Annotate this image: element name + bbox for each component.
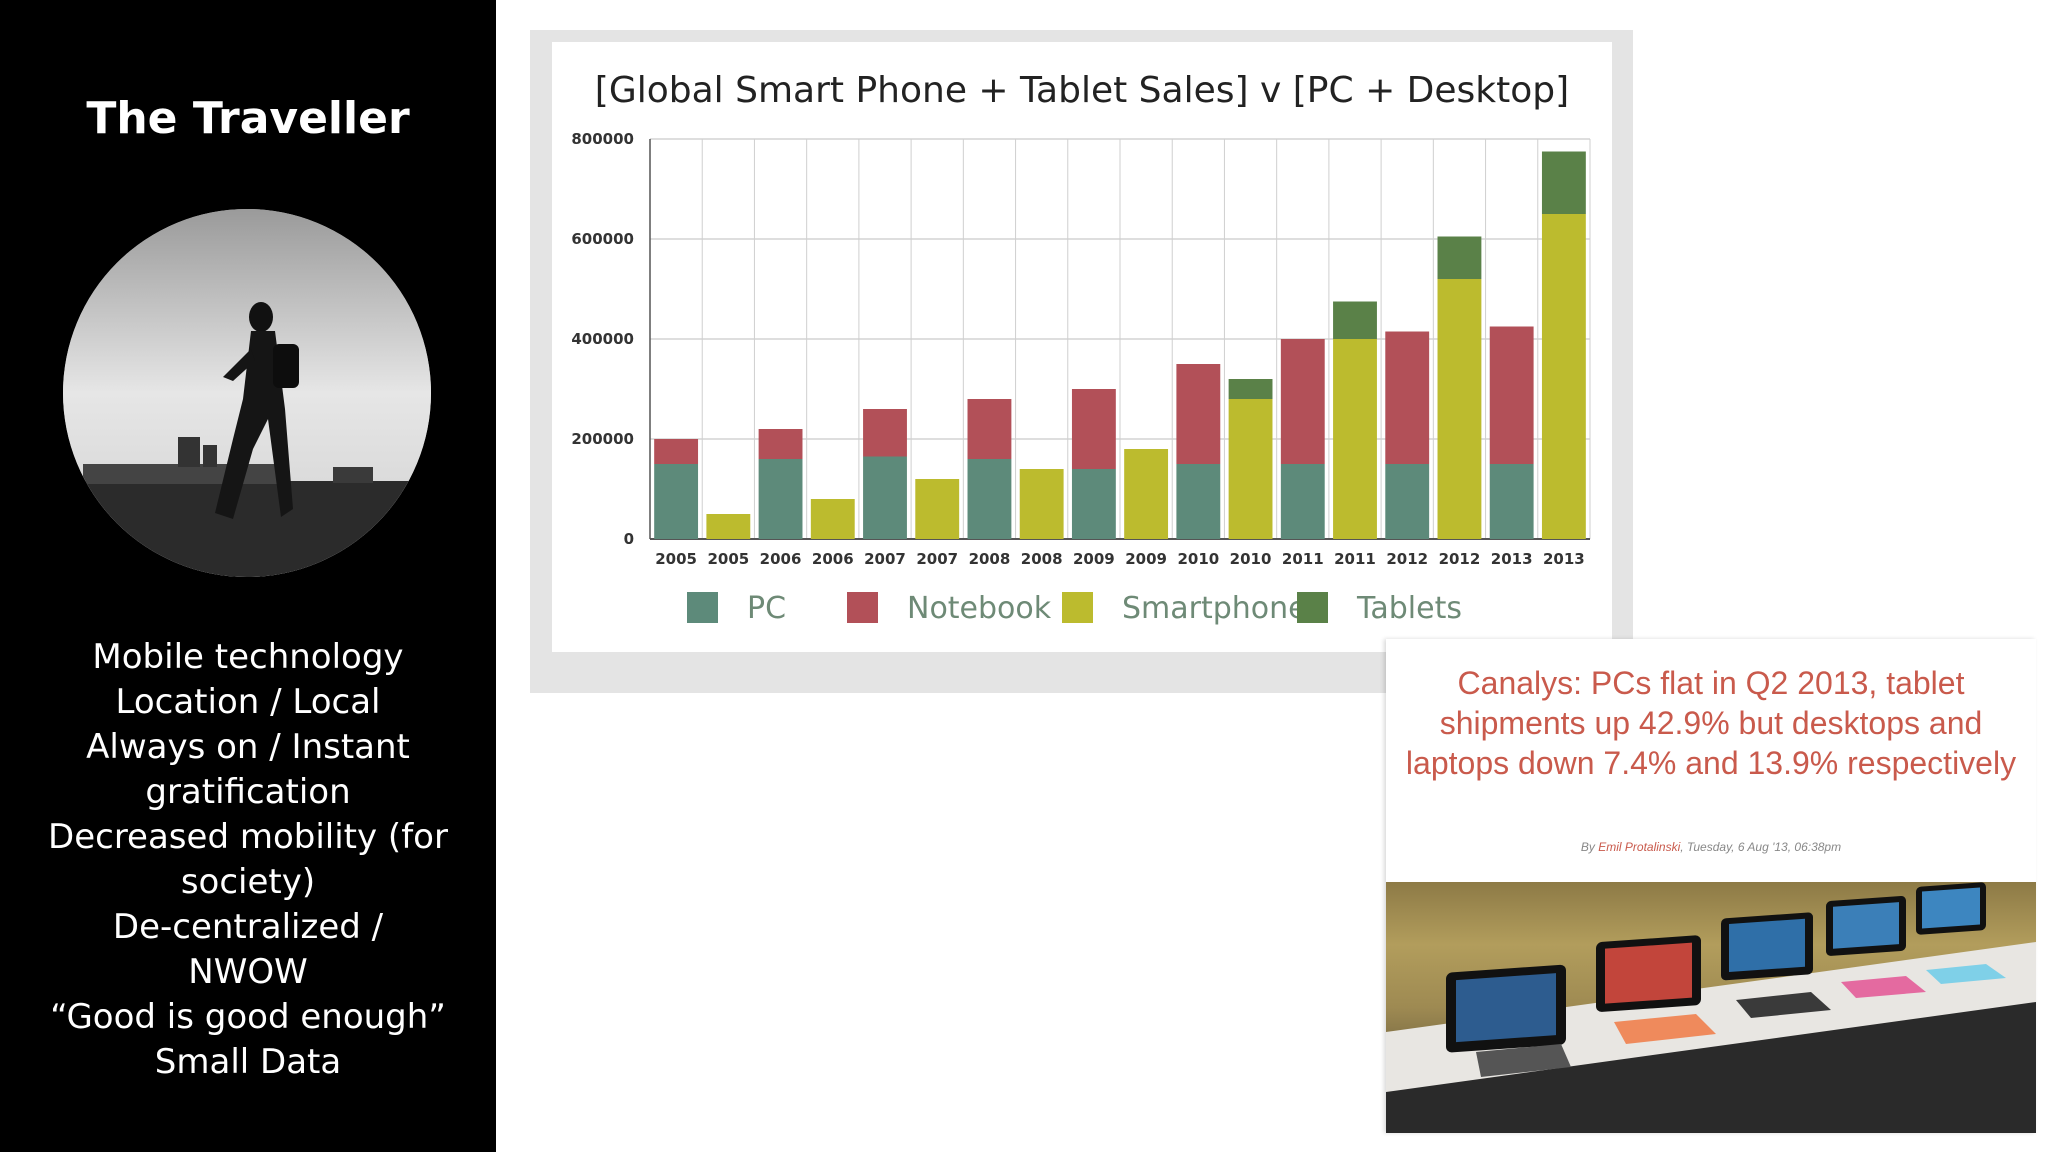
y-tick-label: 0 bbox=[624, 530, 634, 548]
tablets-photo-illustration bbox=[1386, 882, 2036, 1133]
x-tick-label: 2006 bbox=[812, 550, 854, 568]
bar-segment-notebook bbox=[1385, 331, 1430, 464]
bar-segment-smartphone bbox=[915, 479, 960, 539]
x-tick-label: 2005 bbox=[655, 550, 697, 568]
trait-line: NWOW bbox=[188, 952, 308, 992]
trait-line: Always on / Instant bbox=[86, 727, 410, 767]
trait-line: Mobile technology bbox=[92, 637, 404, 677]
chart-card: [Global Smart Phone + Tablet Sales] v [P… bbox=[530, 30, 1633, 693]
bar-segment-smartphone bbox=[1228, 399, 1273, 539]
bar-segment-tablets bbox=[1228, 379, 1273, 399]
slide-title: The Traveller bbox=[86, 93, 410, 144]
bar-segment-notebook bbox=[1489, 326, 1534, 464]
x-tick-label: 2012 bbox=[1386, 550, 1428, 568]
bar-segment-notebook bbox=[1176, 364, 1221, 464]
legend-label: PC bbox=[747, 591, 786, 626]
bar-segment-pc bbox=[758, 459, 803, 539]
stacked-bar-chart: [Global Smart Phone + Tablet Sales] v [P… bbox=[571, 70, 1591, 626]
bar-segment-notebook bbox=[967, 399, 1012, 459]
bar-segment-notebook bbox=[1280, 339, 1325, 464]
trait-line: gratification bbox=[145, 772, 351, 812]
tablets-photo bbox=[1386, 882, 2036, 1133]
legend-label: Smartphone bbox=[1122, 591, 1307, 626]
x-tick-label: 2011 bbox=[1282, 550, 1324, 568]
legend-label: Tablets bbox=[1356, 591, 1462, 626]
y-tick-label: 200000 bbox=[571, 430, 634, 448]
x-tick-label: 2006 bbox=[760, 550, 802, 568]
x-tick-label: 2013 bbox=[1543, 550, 1585, 568]
bar-segment-notebook bbox=[863, 409, 907, 457]
legend-swatch bbox=[1062, 592, 1093, 623]
x-tick-label: 2010 bbox=[1230, 550, 1272, 568]
y-tick-label: 600000 bbox=[571, 230, 634, 248]
bar-segment-notebook bbox=[1071, 389, 1116, 469]
bar-segment-pc bbox=[1176, 464, 1221, 539]
trait-line: Decreased mobility (for bbox=[48, 817, 448, 857]
bar-segment-pc bbox=[1071, 469, 1116, 539]
chart-panel: [Global Smart Phone + Tablet Sales] v [P… bbox=[552, 42, 1612, 652]
bar-segment-smartphone bbox=[1124, 449, 1169, 539]
bar-segment-notebook bbox=[758, 429, 803, 459]
trait-line: Small Data bbox=[154, 1042, 342, 1082]
bar-segment-pc bbox=[654, 464, 699, 539]
bar-segment-pc bbox=[1385, 464, 1430, 539]
byline-date: , Tuesday, 6 Aug '13, 06:38pm bbox=[1680, 840, 1842, 854]
traveller-traits: Mobile technology Location / Local Alway… bbox=[40, 635, 456, 1085]
legend-swatch bbox=[1297, 592, 1328, 623]
news-byline: By Emil Protalinski, Tuesday, 6 Aug '13,… bbox=[1398, 840, 2024, 854]
byline-author[interactable]: Emil Protalinski bbox=[1598, 840, 1681, 854]
trait-line: society) bbox=[180, 862, 316, 902]
x-tick-label: 2013 bbox=[1491, 550, 1533, 568]
bar-segment-smartphone bbox=[706, 514, 751, 539]
x-tick-label: 2011 bbox=[1334, 550, 1376, 568]
x-tick-label: 2010 bbox=[1177, 550, 1219, 568]
byline-prefix: By bbox=[1580, 840, 1595, 854]
bar-segment-notebook bbox=[654, 439, 699, 464]
traveller-photo-illustration bbox=[63, 209, 431, 577]
trait-line: De-centralized / bbox=[112, 907, 384, 947]
bar-segment-smartphone bbox=[1541, 214, 1586, 539]
bar-segment-pc bbox=[1489, 464, 1534, 539]
x-tick-label: 2008 bbox=[969, 550, 1011, 568]
trait-line: “Good is good enough” bbox=[50, 997, 446, 1037]
bar-segment-pc bbox=[1280, 464, 1325, 539]
x-tick-label: 2009 bbox=[1125, 550, 1167, 568]
legend-swatch bbox=[847, 592, 878, 623]
legend-swatch bbox=[687, 592, 718, 623]
bar-segment-pc bbox=[967, 459, 1012, 539]
chart-title: [Global Smart Phone + Tablet Sales] v [P… bbox=[595, 70, 1569, 111]
bar-segment-smartphone bbox=[1437, 279, 1482, 539]
y-tick-label: 800000 bbox=[571, 130, 634, 148]
legend-label: Notebook bbox=[907, 591, 1052, 626]
bar-segment-tablets bbox=[1541, 151, 1586, 214]
trait-line: Location / Local bbox=[115, 682, 381, 722]
bar-segment-tablets bbox=[1333, 301, 1377, 339]
bar-segment-smartphone bbox=[1019, 469, 1064, 539]
x-tick-label: 2008 bbox=[1021, 550, 1063, 568]
sidebar: The Traveller Mobile technology Locati bbox=[0, 0, 496, 1152]
traveller-photo bbox=[63, 209, 431, 577]
x-tick-label: 2007 bbox=[916, 550, 958, 568]
x-tick-label: 2012 bbox=[1439, 550, 1481, 568]
news-card: Canalys: PCs flat in Q2 2013, tablet shi… bbox=[1386, 639, 2036, 1133]
news-headline[interactable]: Canalys: PCs flat in Q2 2013, tablet shi… bbox=[1405, 665, 2017, 781]
x-tick-label: 2005 bbox=[707, 550, 749, 568]
x-tick-label: 2009 bbox=[1073, 550, 1115, 568]
x-tick-label: 2007 bbox=[864, 550, 906, 568]
y-tick-label: 400000 bbox=[571, 330, 634, 348]
bar-segment-pc bbox=[863, 456, 907, 539]
bar-segment-smartphone bbox=[810, 499, 855, 539]
bar-segment-tablets bbox=[1437, 236, 1482, 279]
bar-segment-smartphone bbox=[1333, 339, 1377, 539]
